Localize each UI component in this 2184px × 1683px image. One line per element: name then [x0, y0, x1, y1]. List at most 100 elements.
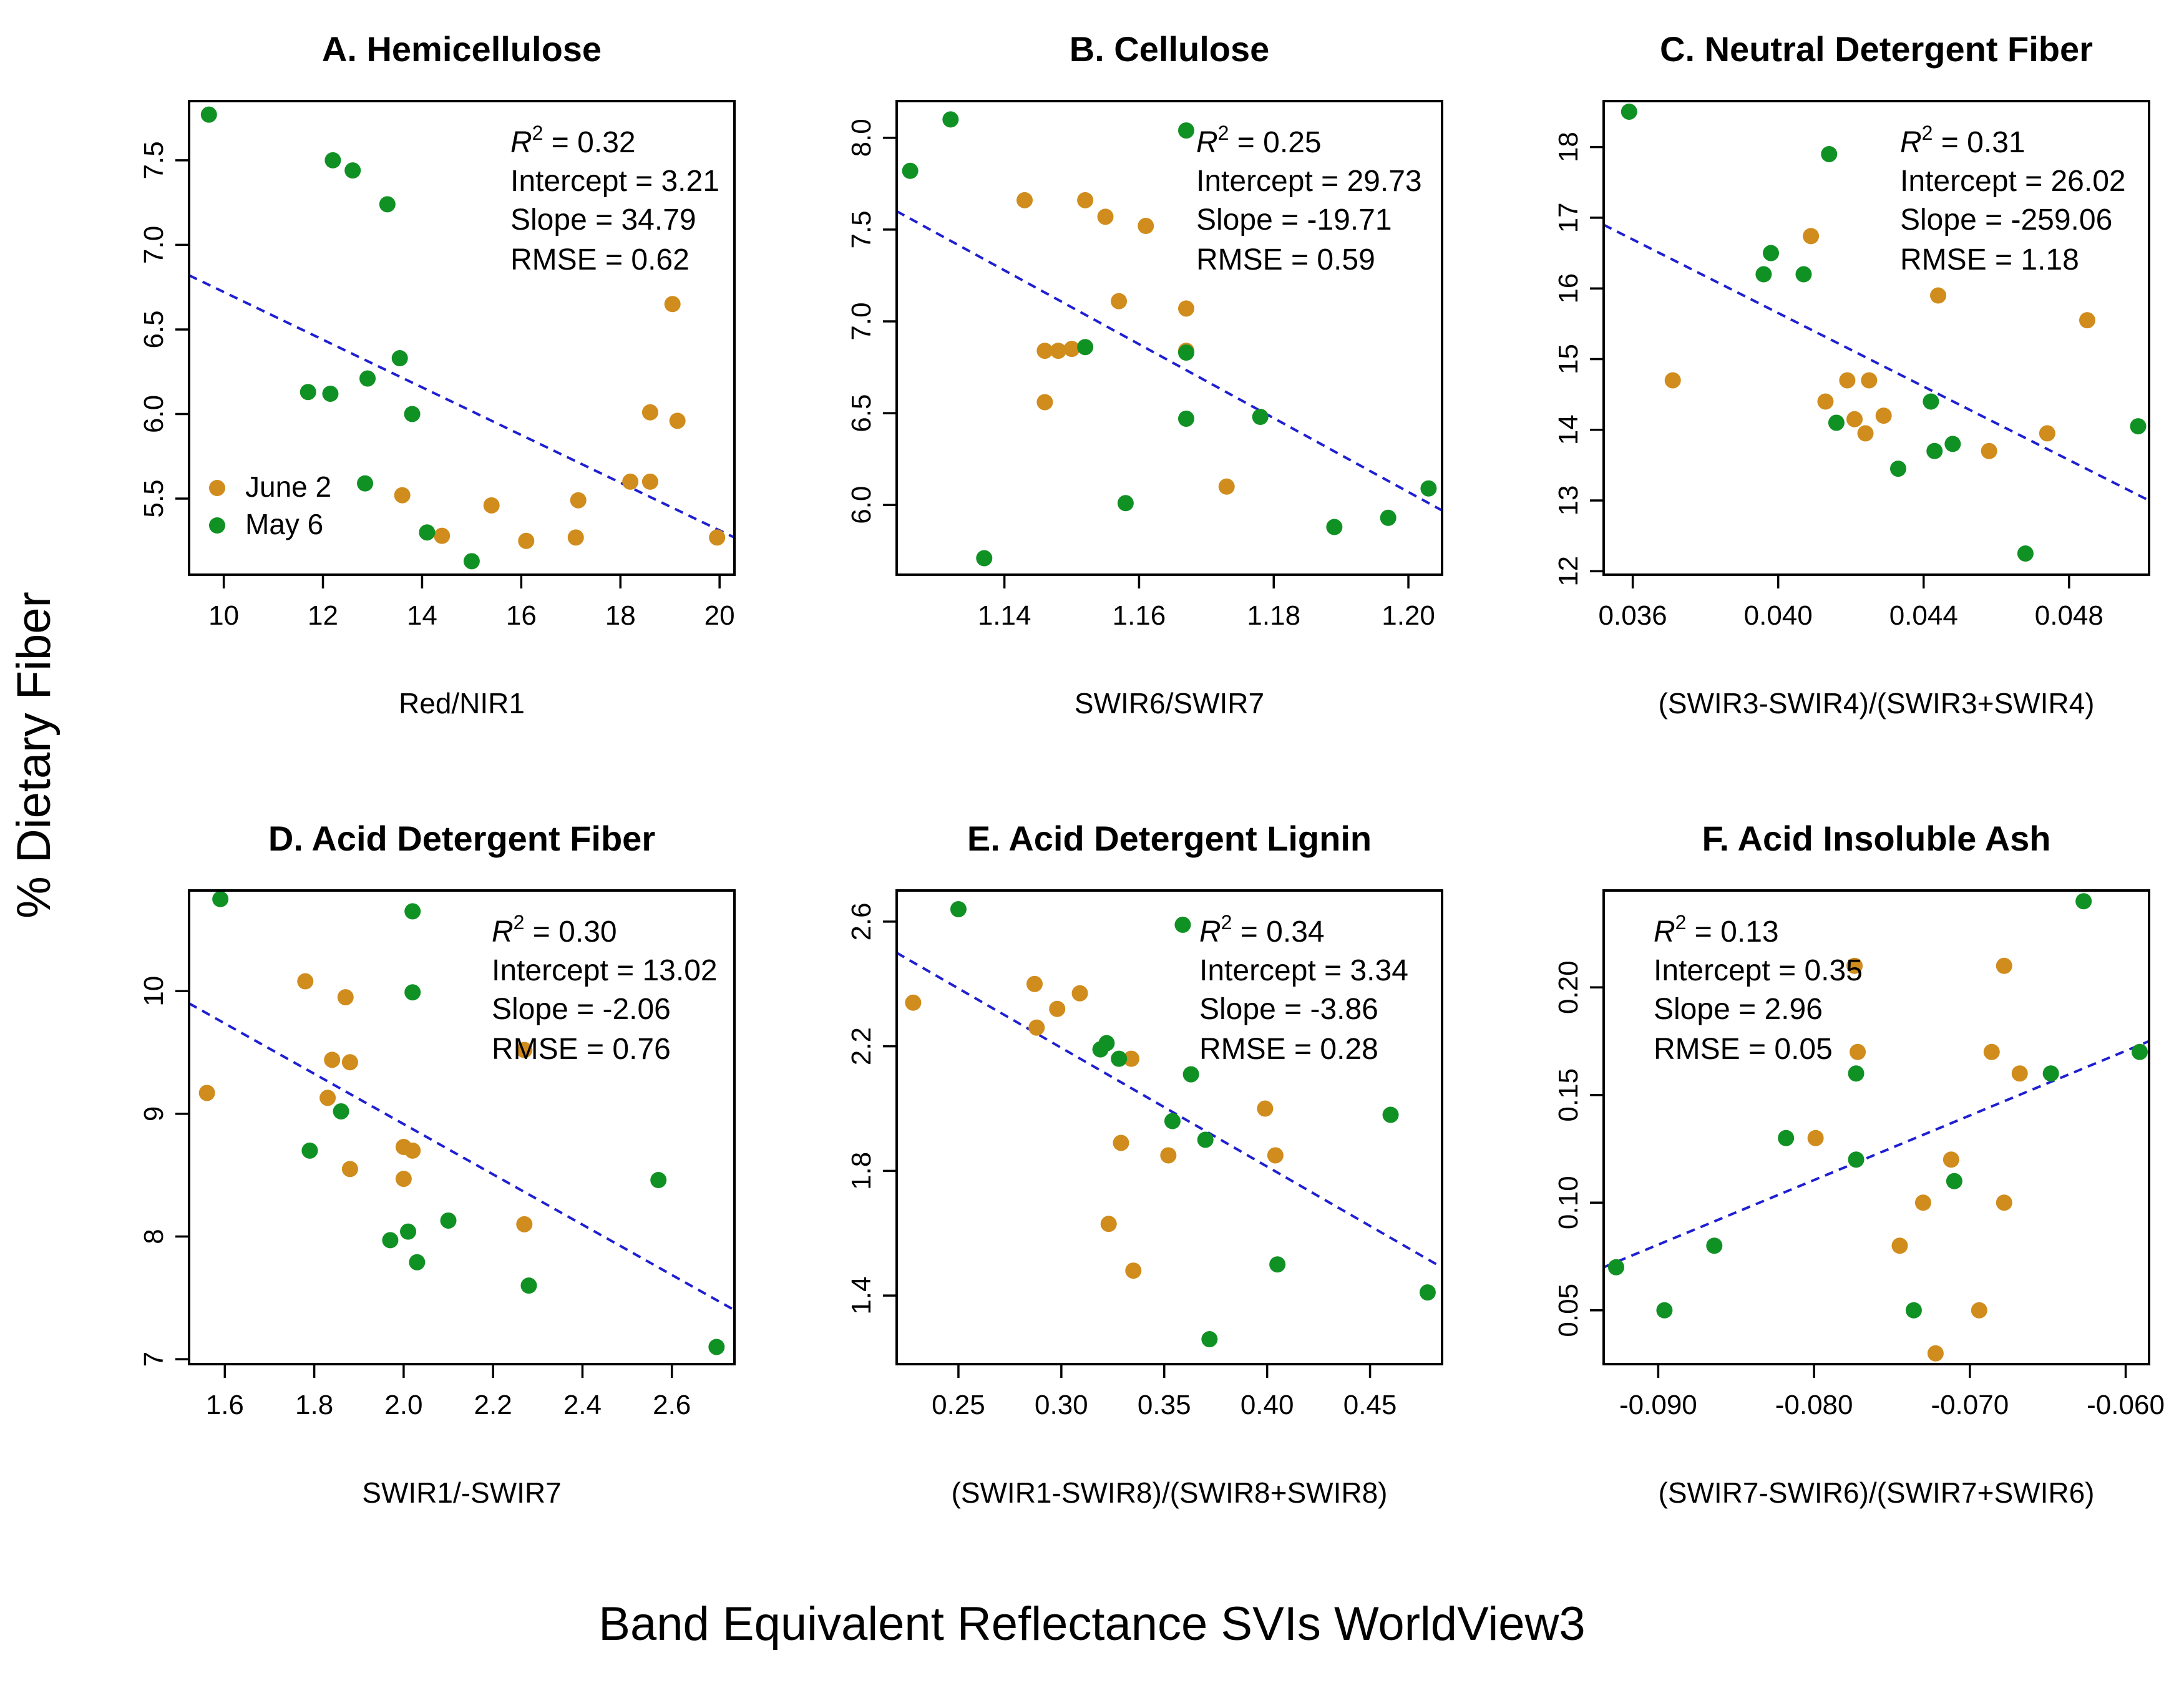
y-tick-label: 12	[1553, 556, 1584, 587]
y-tick-label: 10	[139, 976, 169, 1007]
data-point	[2079, 312, 2095, 329]
stat-slope: Slope = -3.86	[1199, 993, 1378, 1026]
y-tick-label: 7.5	[846, 210, 877, 248]
panel-a-series-may	[200, 106, 480, 570]
data-point	[1946, 1173, 1962, 1189]
panel-f-series-may	[1607, 893, 2148, 1319]
data-point	[622, 473, 639, 490]
data-point	[333, 1103, 349, 1120]
data-point	[391, 350, 408, 367]
x-tick-label: 1.14	[978, 600, 1031, 631]
y-tick-label: 2.6	[846, 902, 877, 940]
panel-f-series-june	[1807, 957, 2028, 1362]
data-point	[1113, 1134, 1129, 1151]
x-tick-label: 0.35	[1138, 1390, 1191, 1420]
panels-group: A. Hemicellulose 10 12 14 16 18 20 5.5 6.0 6.5 7.0…	[139, 29, 2165, 1509]
data-point	[1848, 1151, 1865, 1168]
data-point	[1755, 266, 1772, 283]
panel-d: D. Acid Detergent Fiber 1.6 1.8 2.0 2.2 2.4 2.…	[139, 819, 736, 1509]
data-point	[359, 370, 376, 387]
panel-f: F. Acid Insoluble Ash -0.090 -0.080 -0.070 -…	[1553, 819, 2165, 1509]
stat-slope: Slope = 2.96	[1654, 993, 1823, 1026]
data-point	[1016, 192, 1033, 208]
y-tick-label: 1.4	[846, 1277, 877, 1315]
data-point	[1763, 245, 1780, 261]
data-point	[2042, 1065, 2059, 1082]
panel-b-title: B. Cellulose	[1070, 29, 1270, 69]
panel-d-stats: R2 = 0.30 Intercept = 13.02 Slope = -2.06 R…	[492, 911, 718, 1066]
data-point	[1795, 266, 1812, 283]
stat-rmse: RMSE = 0.05	[1654, 1033, 1833, 1066]
data-point	[1267, 1147, 1284, 1164]
stat-slope: Slope = -2.06	[492, 993, 671, 1026]
data-point	[1382, 1106, 1399, 1123]
y-tick-label: 9	[139, 1106, 169, 1121]
data-point	[1111, 1050, 1128, 1067]
y-tick-label: 8.0	[846, 119, 877, 157]
stat-intercept: Intercept = 29.73	[1196, 165, 1422, 198]
y-tick-label: 7	[139, 1352, 169, 1367]
data-point	[324, 1051, 341, 1068]
x-tick-label: 0.30	[1035, 1390, 1088, 1420]
data-point	[1269, 1256, 1286, 1273]
y-tick-label: 1.8	[846, 1152, 877, 1190]
data-point	[404, 903, 421, 920]
y-tick-label: 7.5	[139, 141, 169, 179]
data-point	[1160, 1147, 1177, 1164]
stat-intercept: Intercept = 13.02	[492, 954, 718, 987]
data-point	[1177, 344, 1194, 361]
data-point	[1100, 1216, 1117, 1232]
data-point	[1164, 1113, 1181, 1129]
data-point	[641, 473, 658, 490]
data-point	[1125, 1262, 1142, 1279]
data-point	[2130, 418, 2147, 435]
data-point	[1930, 287, 1947, 304]
stat-intercept: Intercept = 0.35	[1654, 954, 1863, 987]
data-point	[664, 296, 681, 313]
panel-a-x-axis-label: Red/NIR1	[399, 687, 525, 720]
x-tick-label: 2.0	[384, 1390, 422, 1420]
data-point	[1026, 975, 1043, 992]
data-point	[902, 162, 919, 179]
data-point	[1923, 393, 1939, 410]
y-tick-label: 6.5	[139, 310, 169, 348]
data-point	[1944, 436, 1961, 452]
panel-c-x-axis-label: (SWIR3-SWIR4)/(SWIR3+SWIR4)	[1659, 687, 2095, 720]
data-point	[379, 196, 396, 213]
panel-e-title: E. Acid Detergent Lignin	[967, 819, 1372, 858]
data-point	[409, 1254, 426, 1271]
x-tick-label: 2.2	[474, 1390, 512, 1420]
data-point	[1664, 372, 1681, 389]
panel-e-stats: R2 = 0.34 Intercept = 3.34 Slope = -3.86 RM…	[1199, 911, 1408, 1066]
data-point	[567, 529, 584, 546]
panel-f-title: F. Acid Insoluble Ash	[1702, 819, 2050, 858]
data-point	[516, 1042, 533, 1058]
data-point	[1850, 1043, 1866, 1060]
panel-e-plot-frame	[895, 889, 1443, 1365]
panel-b-x-axis-label: SWIR6/SWIR7	[1075, 687, 1264, 720]
x-tick-label: 10	[208, 600, 239, 631]
data-point	[404, 1142, 421, 1159]
data-point	[1177, 410, 1194, 427]
y-tick-label: 2.2	[846, 1027, 877, 1065]
data-point	[1419, 1284, 1436, 1301]
data-point	[976, 550, 993, 567]
x-tick-label: 0.25	[932, 1390, 985, 1420]
data-point	[1996, 957, 2012, 974]
data-point	[1846, 957, 1863, 974]
data-point	[1927, 1345, 1944, 1362]
data-point	[708, 1339, 725, 1355]
data-point	[709, 529, 726, 546]
data-point	[950, 900, 967, 917]
data-point	[198, 1085, 215, 1101]
panel-b-plot-frame	[895, 100, 1443, 576]
data-point	[1621, 103, 1637, 120]
data-point	[1097, 208, 1114, 225]
data-point	[1077, 192, 1094, 208]
x-tick-label: 16	[506, 600, 537, 631]
y-tick-label: 16	[1553, 273, 1584, 304]
panel-c-plot-frame	[1602, 100, 2150, 576]
data-point	[2017, 545, 2034, 562]
stat-intercept: Intercept = 26.02	[1900, 165, 2126, 198]
